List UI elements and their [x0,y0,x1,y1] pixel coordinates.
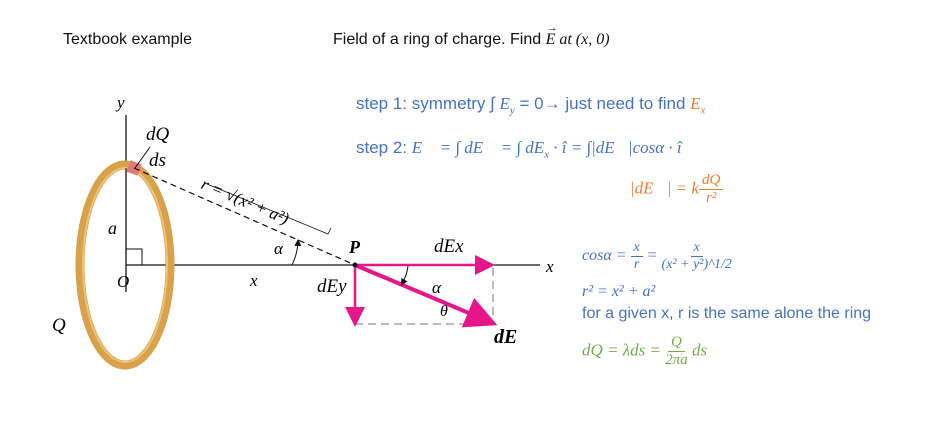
r-squared-line: r² = x² + a² [582,283,656,300]
label-Q: Q [52,315,66,336]
r-distance-line [133,167,356,266]
ring-of-charge [75,160,175,370]
label-x-distance: x [249,271,258,290]
dq-line: dQ = λds = Q 2πa ds [582,334,708,368]
label-dEy: dEy [317,276,347,297]
step2-line: step 2: E⃗ = ∫ dE⃗ = ∫ dEx · î = ∫|dE⃗|c… [356,138,682,161]
title-vector: E → [545,22,558,48]
ring-diagram: y dQ ds a O Q x x r = √(x² + a²) α P dEx… [52,93,554,370]
right-angle-mark [125,248,143,266]
label-alpha: α [274,239,284,258]
ring-highlight [82,167,168,363]
label-y: y [115,93,125,112]
magnitude-line: |dE⃗| = k dQ r² [630,173,724,206]
label-x-axis: x [545,257,554,276]
label-dQ: dQ [146,124,170,145]
page-title: Field of a ring of charge. Find E → at (x… [333,22,610,49]
label-a: a [108,218,117,238]
label-r: r = √(x² + a²) [198,174,292,228]
label-theta: θ [440,303,448,320]
title-point: at (x, 0) [555,31,610,48]
dE-vector [354,263,498,328]
step1-line: step 1: symmetry ∫ Ey = 0→ just need to … [356,94,706,117]
r-bracket [206,183,332,235]
alpha-arc [291,239,302,266]
ds-pointer [134,146,151,169]
alpha2-arc [401,265,409,286]
label-dEx: dEx [434,236,464,257]
note-line: for a given x, r is the same alone the r… [582,305,872,322]
label-P: P [348,237,361,257]
textbook-label: Textbook example [63,31,192,48]
label-dE: dE [494,326,517,348]
label-alpha2: α [432,278,442,297]
title-text: Field of a ring of charge. Find [333,31,546,48]
point-P [352,262,358,268]
label-O: O [117,272,129,291]
label-ds: ds [149,150,166,171]
